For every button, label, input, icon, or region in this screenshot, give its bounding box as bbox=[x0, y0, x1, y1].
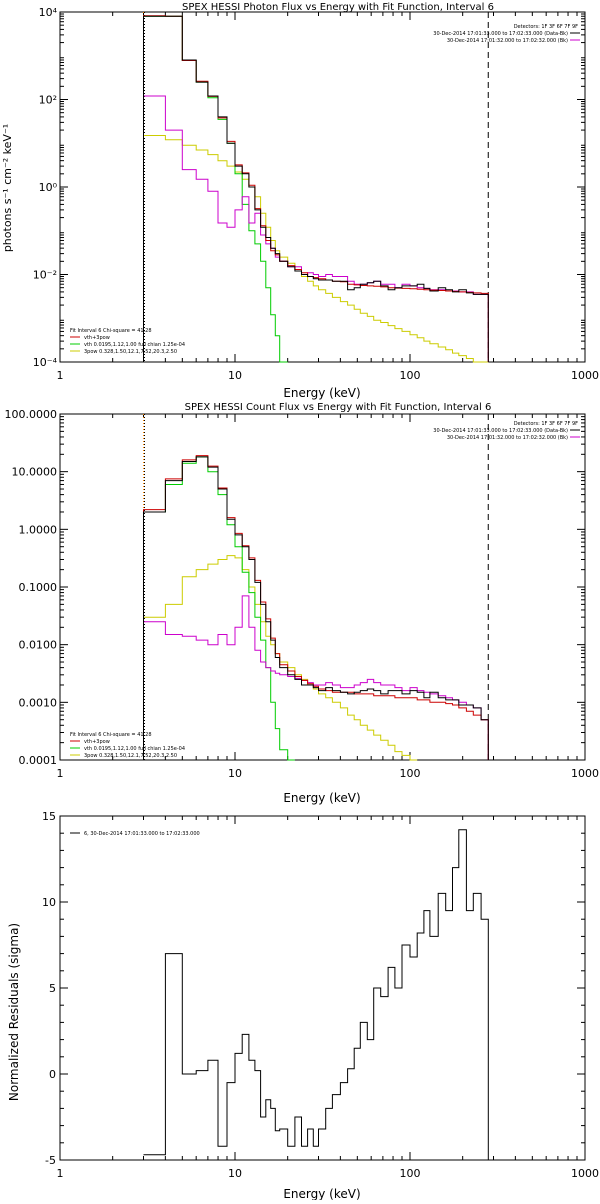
powerlaw-histogram bbox=[143, 555, 418, 761]
data-interval-label: 30-Dec-2014 17:01:33.000 to 17:02:33.000… bbox=[433, 31, 568, 37]
count-flux-x-label: Energy (keV) bbox=[283, 791, 360, 805]
plot-frame bbox=[59, 413, 586, 761]
y-tick-label: 10⁴ bbox=[39, 6, 58, 19]
x-tick-label: 100 bbox=[400, 369, 421, 382]
y-tick-label: 0.0100 bbox=[19, 639, 58, 652]
y-tick-label: 15 bbox=[42, 810, 56, 823]
total-histogram bbox=[143, 455, 489, 760]
residuals-legend-label: 6, 30-Dec-2014 17:01:33.000 to 17:02:33.… bbox=[84, 831, 200, 837]
y-tick-label: 5 bbox=[49, 982, 56, 995]
thermal-legend-label-2: vth 0.0195,1.12,1.00 full chian 1.25e-04 bbox=[84, 746, 185, 752]
data-histogram bbox=[143, 456, 489, 760]
x-tick-label: 1 bbox=[57, 1167, 64, 1180]
y-tick-label: 100.0000 bbox=[5, 408, 58, 421]
x-tick-label: 10 bbox=[228, 1167, 242, 1180]
y-tick-label: 0 bbox=[49, 1068, 56, 1081]
data-interval-label-2: 30-Dec-2014 17:01:33.000 to 17:02:33.000… bbox=[433, 428, 568, 434]
y-tick-label: 10² bbox=[39, 94, 57, 107]
background-histogram bbox=[143, 95, 489, 362]
powerlaw-legend-label-2: 3pow 0.328,1.50,12.1,7.52,20.3,2.50 bbox=[84, 753, 177, 759]
x-tick-label: 1000 bbox=[571, 1167, 599, 1180]
background-interval-label: 30-Dec-2014 17:01:32.000 to 17:02:32.000… bbox=[447, 38, 568, 44]
count-flux-panel: SPEX HESSI Count Flux vs Energy with Fit… bbox=[5, 402, 600, 805]
detectors-label-2: Detectors: 1F 3F 6F 7F 9F bbox=[514, 421, 578, 427]
x-tick-label: 100 bbox=[400, 1167, 421, 1180]
background-histogram bbox=[143, 595, 489, 760]
x-tick-label: 1000 bbox=[571, 369, 599, 382]
photon-flux-title: SPEX HESSI Photon Flux vs Energy with Fi… bbox=[182, 2, 494, 13]
y-tick-label: 0.0010 bbox=[19, 696, 58, 709]
data-histogram bbox=[143, 15, 489, 362]
fit-interval-label-2: Fit Interval 6 Chi-square = 41.28 bbox=[70, 732, 152, 738]
count-flux-series bbox=[142, 414, 489, 761]
photon-flux-panel: SPEX HESSI Photon Flux vs Energy with Fi… bbox=[1, 2, 599, 400]
thermal-histogram bbox=[143, 15, 288, 363]
y-tick-label: 10⁰ bbox=[39, 181, 58, 194]
y-tick-label: -5 bbox=[45, 1154, 56, 1167]
plot-frame bbox=[59, 815, 586, 1161]
count-flux-axes: 1 10 100 1000 0.0001 0.0010 0.0100 0.1000 1.0000… bbox=[5, 408, 600, 780]
total-legend-label-2: vth+3pow bbox=[84, 739, 110, 745]
count-flux-title: SPEX HESSI Count Flux vs Energy with Fit… bbox=[185, 402, 492, 413]
x-tick-label: 1 bbox=[57, 369, 64, 382]
thermal-histogram bbox=[143, 456, 295, 761]
residuals-x-label: Energy (keV) bbox=[283, 1187, 360, 1200]
x-tick-label: 10 bbox=[228, 767, 242, 780]
y-tick-label: 10⁻⁴ bbox=[33, 356, 58, 369]
total-legend-label: vth+3pow bbox=[84, 335, 110, 341]
photon-flux-y-label: photons s⁻¹ cm⁻² keV⁻¹ bbox=[1, 124, 14, 252]
x-tick-label: 1 bbox=[57, 767, 64, 780]
x-tick-label: 10 bbox=[228, 369, 242, 382]
total-histogram bbox=[143, 15, 489, 362]
plot-frame bbox=[59, 11, 586, 363]
residuals-series bbox=[143, 829, 489, 1160]
residuals-axes: 1 10 100 1000 -5 0 5 10 15 bbox=[42, 810, 599, 1180]
residuals-panel: Normalized Residuals (sigma) Energy (keV… bbox=[7, 810, 599, 1201]
fit-interval-label: Fit Interval 6 Chi-square = 41.28 bbox=[70, 328, 152, 334]
x-tick-label: 1000 bbox=[571, 767, 599, 780]
y-tick-label: 0.1000 bbox=[19, 581, 58, 594]
photon-flux-x-label: Energy (keV) bbox=[283, 386, 360, 400]
thermal-legend-label: vth 0.0195,1.12,1.00 full chian 1.25e-04 bbox=[84, 342, 185, 348]
powerlaw-legend-label: 3pow 0.328,1.50,12.1,7.52,20.3,2.50 bbox=[84, 349, 177, 355]
x-tick-label: 100 bbox=[400, 767, 421, 780]
detectors-label: Detectors: 1F 3F 6F 7F 9F bbox=[514, 24, 578, 30]
photon-flux-axes: 1 10 100 1000 10⁻⁴ 10⁻² 10⁰ 10² 10⁴ bbox=[33, 6, 599, 382]
photon-flux-series bbox=[142, 12, 489, 363]
y-tick-label: 1.0000 bbox=[19, 523, 58, 536]
y-tick-label: 10⁻² bbox=[33, 269, 57, 282]
residuals-histogram bbox=[143, 829, 489, 1160]
y-tick-label: 0.0001 bbox=[19, 754, 58, 767]
residuals-y-label: Normalized Residuals (sigma) bbox=[7, 923, 21, 1101]
y-tick-label: 10.0000 bbox=[12, 466, 58, 479]
background-interval-label-2: 30-Dec-2014 17:01:32.000 to 17:02:32.000… bbox=[447, 435, 568, 441]
y-tick-label: 10 bbox=[42, 896, 56, 909]
